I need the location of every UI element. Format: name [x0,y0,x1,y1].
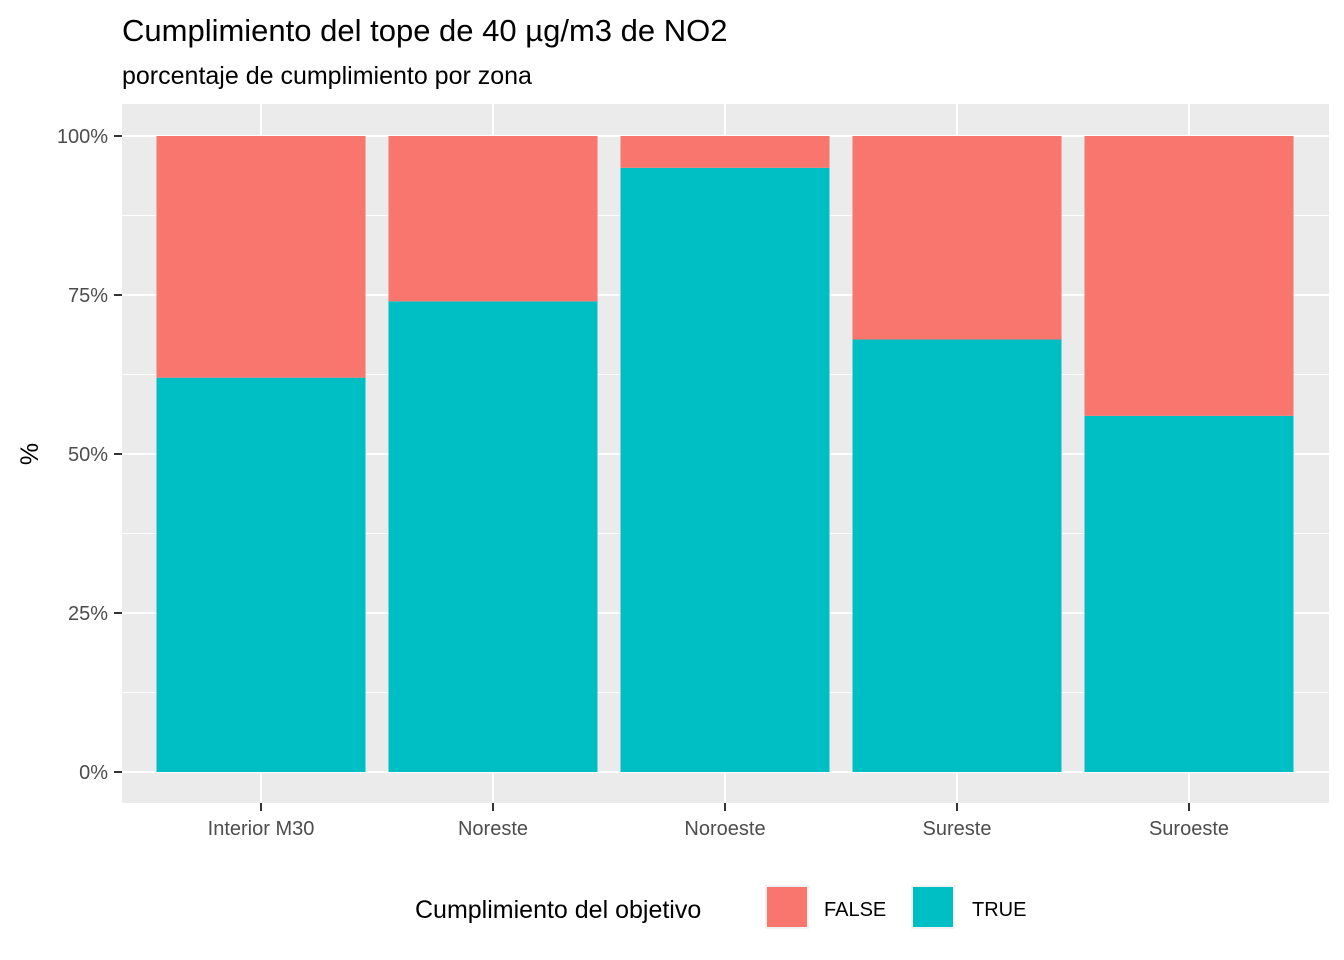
x-tick-label: Noroeste [684,818,765,840]
bar-true [852,339,1062,772]
y-tick-label: 100% [57,126,108,148]
x-tick-label: Interior M30 [208,818,315,840]
legend-label-true: TRUE [972,899,1026,921]
bar-true [1084,415,1294,772]
y-tick-label: 25% [68,603,108,625]
x-axis: Interior M30 Noreste Noroeste Sureste Suroes… [208,803,1229,840]
bar-false [852,136,1062,340]
legend-label-false: FALSE [824,899,886,921]
y-tick-label: 50% [68,444,108,466]
bar-false [388,136,598,302]
bar-false [156,136,366,378]
x-tick-label: Suroeste [1149,818,1229,840]
x-tick-label: Sureste [923,818,992,840]
chart-title: Cumplimiento del tope de 40 µg/m3 de NO2 [122,13,727,48]
legend-key-false [767,887,807,927]
legend: Cumplimiento del objetivo FALSE TRUE [415,885,1026,929]
bar-true [388,301,598,772]
bar-true [620,167,830,773]
bar-false [620,136,830,168]
bar-true [156,377,366,772]
y-axis: 0% 25% 50% 75% 100% [57,126,122,784]
chart-subtitle: porcentaje de cumplimiento por zona [122,62,532,90]
y-tick-label: 0% [79,762,108,784]
legend-title: Cumplimiento del objetivo [415,896,701,924]
y-tick-label: 75% [68,285,108,307]
bars [156,136,1294,773]
y-axis-title: % [16,443,44,465]
bar-false [1084,136,1294,416]
legend-key-true [913,887,953,927]
x-tick-label: Noreste [458,818,528,840]
